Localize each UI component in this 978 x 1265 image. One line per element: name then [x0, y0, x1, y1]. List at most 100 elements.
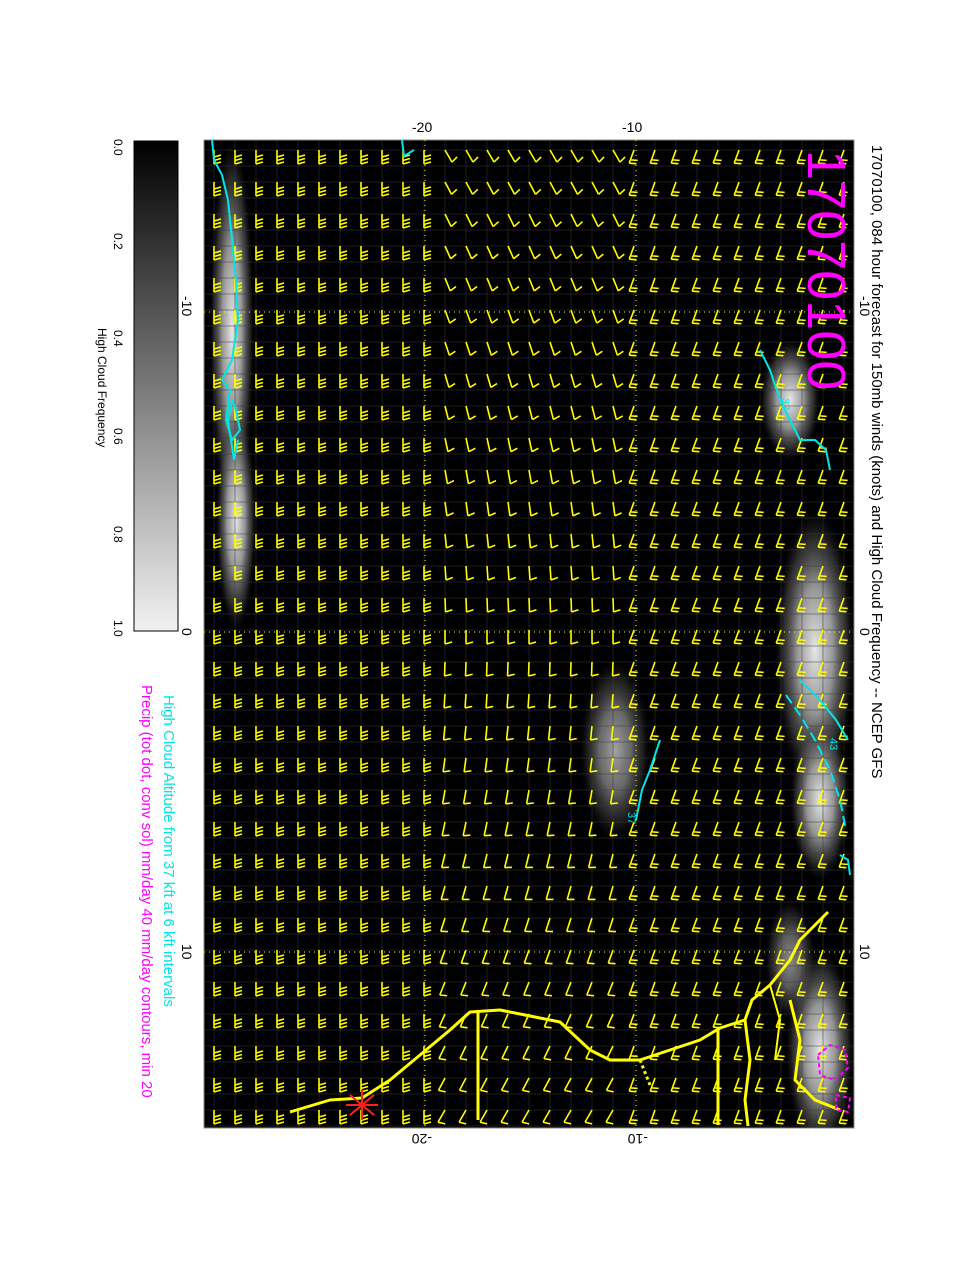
wind-barb: [610, 725, 619, 741]
wind-barb: [754, 853, 764, 869]
wind-barb: [649, 341, 659, 357]
wind-barb: [507, 341, 519, 356]
wind-barb: [712, 949, 722, 965]
wind-barb: [442, 725, 451, 741]
wind-barb: [838, 405, 848, 421]
wind-barb: [570, 373, 582, 389]
wind-barb: [213, 214, 222, 229]
wind-barb: [423, 214, 432, 229]
wind-barb: [402, 854, 411, 869]
wind-barb: [234, 886, 243, 901]
wind-barb: [360, 1078, 369, 1093]
wind-barb: [612, 597, 621, 613]
wind-barb: [444, 373, 456, 389]
wind-barb: [565, 917, 575, 933]
wind-barb: [213, 886, 222, 901]
wind-barb: [754, 949, 764, 965]
wind-barb: [712, 853, 722, 869]
wind-barb: [276, 182, 285, 197]
wind-barb: [444, 629, 453, 645]
wind-barb: [691, 597, 701, 613]
wind-barb: [528, 277, 541, 292]
wind-barb: [213, 566, 222, 581]
wind-barb: [318, 630, 327, 645]
wind-barb: [339, 1110, 348, 1125]
wind-barb: [754, 309, 764, 325]
border-line: [788, 999, 841, 1112]
wind-barb: [591, 597, 600, 613]
wind-barb: [712, 789, 722, 805]
wind-barb: [255, 1046, 264, 1061]
wind-barb: [507, 501, 517, 517]
wind-barb: [712, 501, 722, 517]
wind-barb: [670, 405, 680, 421]
wind-barb: [360, 470, 369, 485]
wind-barb: [712, 885, 722, 901]
wind-barb: [817, 181, 827, 197]
wind-barb: [276, 278, 285, 293]
wind-barb: [649, 725, 659, 741]
wind-barb: [381, 918, 390, 933]
wind-barb: [628, 949, 638, 965]
wind-barb: [549, 565, 559, 581]
wind-barb: [463, 757, 472, 773]
wind-barb: [547, 757, 556, 773]
wind-barb: [775, 789, 785, 805]
wind-barb: [483, 821, 492, 837]
wind-barb: [255, 694, 264, 709]
wind-barb: [276, 246, 285, 261]
wind-barb: [733, 277, 743, 293]
wind-barb: [360, 854, 369, 869]
wind-barb: [733, 309, 743, 325]
wind-barb: [339, 918, 348, 933]
wind-barb: [255, 790, 264, 805]
contour-label: 43: [827, 738, 839, 750]
wind-barb: [423, 1078, 432, 1093]
wind-barb: [500, 1077, 509, 1093]
wind-barb: [465, 213, 479, 228]
wind-barb: [549, 597, 558, 613]
wind-barb: [775, 949, 785, 965]
wind-barb: [276, 1110, 285, 1125]
wind-barb: [507, 437, 518, 453]
wind-barb: [297, 406, 306, 421]
wind-barb: [628, 245, 638, 261]
wind-barb: [318, 1078, 327, 1093]
wind-barb: [402, 278, 411, 293]
wind-barb: [381, 630, 390, 645]
wind-barb: [213, 1078, 222, 1093]
wind-barb: [213, 822, 222, 837]
precip-contours: [816, 1043, 852, 1114]
wind-barb: [691, 949, 701, 965]
wind-barb: [612, 245, 625, 260]
wind-barb: [609, 821, 618, 837]
wind-barb: [423, 1046, 432, 1061]
wind-barb: [546, 821, 555, 837]
wind-barb: [444, 533, 454, 549]
wind-barb: [549, 533, 559, 549]
wind-barb: [712, 309, 722, 325]
wind-barb: [297, 982, 306, 997]
wind-barb: [796, 629, 806, 645]
wind-barb: [775, 629, 785, 645]
wind-barb: [462, 821, 471, 837]
wind-barb: [443, 693, 452, 709]
wind-barb: [402, 1078, 411, 1093]
wind-barb: [234, 662, 243, 677]
left-tick-label: -10: [179, 296, 195, 316]
wind-barb: [549, 501, 559, 517]
wind-barb: [628, 341, 638, 357]
wind-barb: [817, 341, 827, 357]
left-tick-label: 0: [179, 628, 195, 636]
wind-barb: [381, 438, 390, 453]
wind-barb: [360, 566, 369, 581]
wind-barb: [628, 501, 638, 517]
wind-barb: [754, 725, 764, 741]
wind-barb: [234, 534, 243, 549]
wind-barb: [234, 790, 243, 805]
wind-barb: [670, 821, 680, 837]
right-tick-label: -10: [857, 296, 873, 316]
wind-barb: [381, 662, 390, 677]
wind-barb: [591, 245, 604, 260]
